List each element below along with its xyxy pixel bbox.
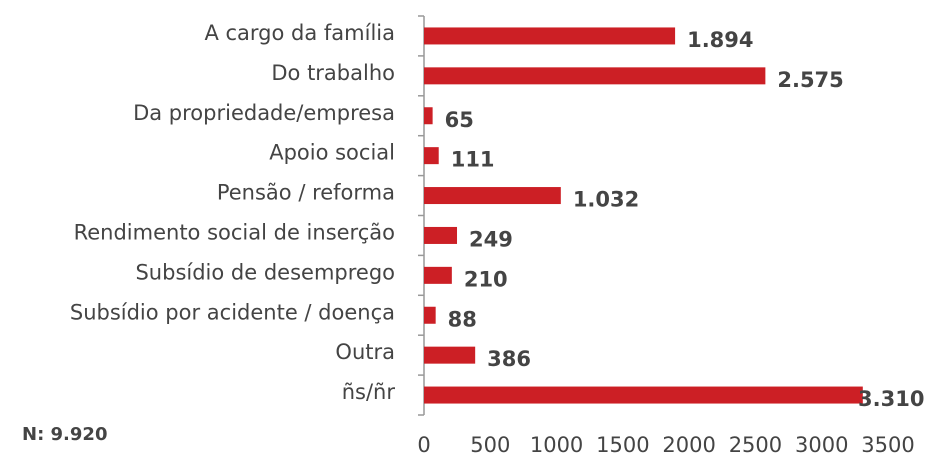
bar: [424, 107, 433, 125]
value-label: 65: [445, 108, 474, 132]
x-tick-label: 500: [470, 433, 510, 457]
annotation: N: 9.920: [22, 424, 107, 445]
y-tick-label: ñs/ñr: [342, 380, 396, 404]
x-tick-label: 2500: [729, 433, 782, 457]
bar: [424, 306, 436, 324]
value-label: 2.575: [777, 68, 843, 92]
value-label: 1.894: [687, 28, 753, 52]
y-tick-label: Rendimento social de inserção: [74, 220, 395, 244]
value-label: 88: [448, 307, 477, 331]
value-label: 3.310: [858, 387, 924, 411]
bar: [424, 266, 452, 284]
value-label: 386: [487, 347, 531, 371]
value-label: 111: [451, 148, 495, 172]
x-tick-label: 3500: [861, 433, 914, 457]
x-tick-label: 1500: [596, 433, 649, 457]
y-tick-label: Pensão / reforma: [217, 181, 395, 205]
x-tick-label: 3000: [795, 433, 848, 457]
bar: [424, 346, 476, 364]
x-tick-label: 1000: [530, 433, 583, 457]
y-tick-label: Subsídio de desemprego: [135, 260, 395, 284]
bar: [424, 147, 439, 165]
y-tick-label: Apoio social: [269, 141, 395, 165]
bar: [424, 386, 863, 404]
x-tick-label: 0: [417, 433, 430, 457]
x-tick-label: 2000: [662, 433, 715, 457]
bar: [424, 226, 458, 244]
value-label: 210: [464, 267, 508, 291]
value-label: 249: [469, 227, 513, 251]
value-label: 1.032: [573, 188, 639, 212]
y-tick-label: Do trabalho: [271, 61, 395, 85]
y-tick-label: Subsídio por acidente / doença: [70, 300, 395, 324]
y-tick-label: Outra: [335, 340, 395, 364]
bar: [424, 67, 766, 85]
bar: [424, 187, 561, 205]
y-tick-label: A cargo da família: [204, 21, 395, 45]
bar: [424, 27, 676, 45]
y-tick-label: Da propriedade/empresa: [133, 101, 395, 125]
